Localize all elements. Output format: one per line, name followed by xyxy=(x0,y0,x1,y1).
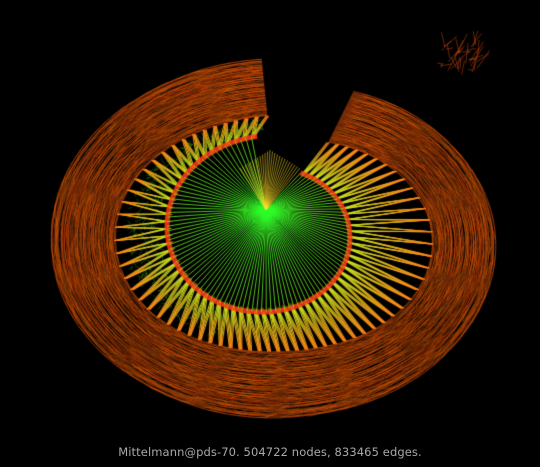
graph-caption: Mittelmann@pds-70. 504722 nodes, 833465 … xyxy=(118,445,422,459)
